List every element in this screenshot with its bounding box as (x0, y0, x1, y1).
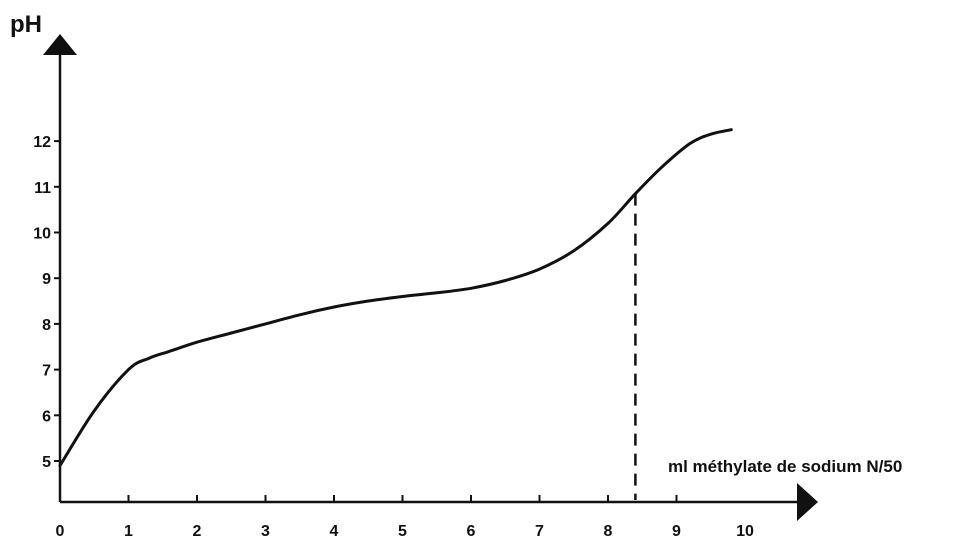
x-tick-label-3: 3 (261, 523, 270, 540)
x-tick-label-5: 5 (398, 523, 407, 540)
titration-curve (60, 130, 731, 466)
series (60, 130, 731, 466)
y-tick-label-6: 6 (42, 408, 51, 425)
y-tick-label-8: 8 (42, 317, 51, 334)
x-tick-label-1: 1 (124, 523, 133, 540)
y-tick-label-11: 11 (34, 180, 51, 197)
y-tick-label-9: 9 (42, 271, 51, 288)
x-tick-label-0: 0 (56, 523, 65, 540)
x-tick-label-6: 6 (467, 523, 476, 540)
axes (43, 34, 818, 521)
x-tick-label-9: 9 (672, 523, 681, 540)
x-tick-label-10: 10 (736, 523, 754, 540)
x-tick-label-8: 8 (604, 523, 613, 540)
x-axis-arrow (797, 483, 818, 521)
x-axis-title: ml méthylate de sodium N/50 (668, 457, 902, 476)
y-tick-label-12: 12 (33, 134, 51, 151)
y-axis-title: pH (10, 11, 42, 38)
y-tick-label-7: 7 (42, 363, 51, 380)
y-tick-label-10: 10 (33, 226, 51, 243)
x-tick-label-7: 7 (535, 523, 544, 540)
y-axis-arrow (43, 34, 77, 55)
x-tick-label-4: 4 (330, 523, 339, 540)
x-tick-label-2: 2 (193, 523, 202, 540)
y-tick-label-5: 5 (42, 454, 51, 471)
